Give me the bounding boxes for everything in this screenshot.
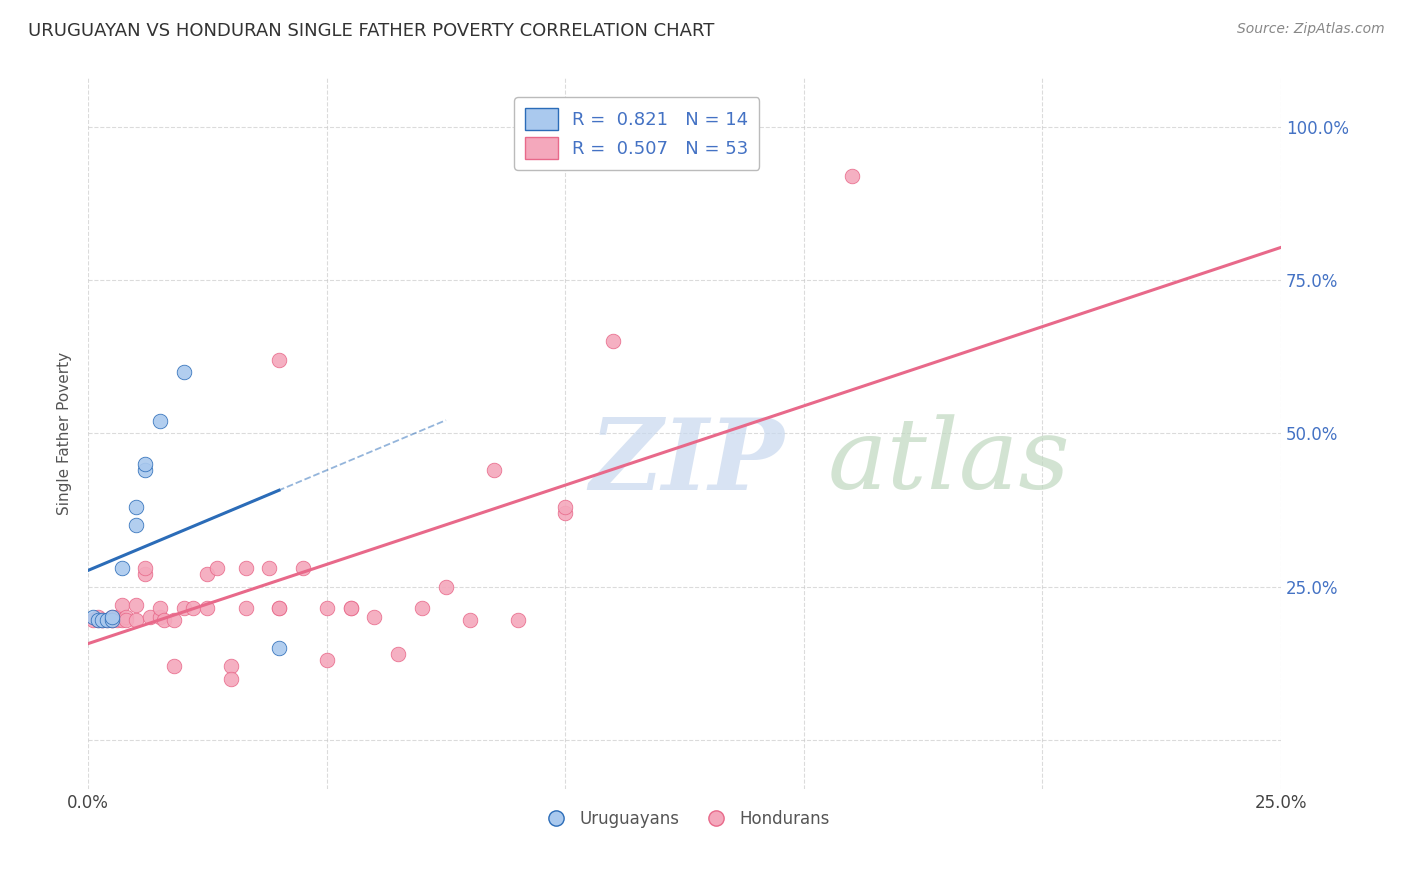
Point [105, 610, 128, 624]
Point [86, 610, 108, 624]
Point [602, 334, 624, 349]
Point [101, 614, 124, 628]
Point [101, 610, 124, 624]
Point [267, 641, 290, 656]
Point [96, 614, 118, 628]
Point [91, 614, 114, 628]
Point [434, 580, 457, 594]
Point [134, 567, 156, 582]
Point [411, 601, 433, 615]
Point [125, 518, 148, 533]
Text: URUGUAYAN VS HONDURAN SINGLE FATHER POVERTY CORRELATION CHART: URUGUAYAN VS HONDURAN SINGLE FATHER POVE… [28, 22, 714, 40]
Point [115, 610, 138, 624]
Point [259, 561, 281, 575]
Point [197, 567, 219, 582]
Point [841, 169, 863, 183]
Point [134, 561, 156, 575]
Point [101, 614, 124, 628]
Point [149, 610, 172, 624]
Point [221, 659, 243, 673]
Point [554, 506, 576, 520]
Point [554, 500, 576, 514]
Point [173, 601, 195, 615]
Point [86, 614, 108, 628]
Point [163, 614, 186, 628]
Point [110, 614, 132, 628]
Text: Source: ZipAtlas.com: Source: ZipAtlas.com [1237, 22, 1385, 37]
Point [149, 601, 172, 615]
Point [163, 659, 186, 673]
Point [339, 601, 361, 615]
Point [205, 561, 228, 575]
Point [101, 610, 124, 624]
Point [482, 463, 505, 477]
Point [315, 601, 337, 615]
Point [105, 614, 128, 628]
Point [86, 614, 108, 628]
Point [235, 561, 257, 575]
Point [153, 614, 176, 628]
Point [181, 601, 204, 615]
Point [291, 561, 314, 575]
Point [134, 457, 156, 471]
Point [197, 601, 219, 615]
Point [267, 601, 290, 615]
Point [110, 561, 132, 575]
Point [458, 614, 481, 628]
Point [125, 598, 148, 612]
Text: atlas: atlas [828, 414, 1070, 509]
Point [125, 614, 148, 628]
Point [149, 414, 172, 428]
Point [267, 352, 290, 367]
Point [82, 614, 104, 628]
Point [101, 614, 124, 628]
Point [363, 610, 385, 624]
Point [506, 614, 529, 628]
Point [173, 365, 195, 379]
Point [235, 601, 257, 615]
Point [91, 614, 114, 628]
Y-axis label: Single Father Poverty: Single Father Poverty [58, 351, 72, 515]
Point [267, 601, 290, 615]
Legend: Uruguayans, Hondurans: Uruguayans, Hondurans [533, 803, 837, 834]
Point [115, 614, 138, 628]
Point [82, 610, 104, 624]
Text: ZIP: ZIP [589, 414, 785, 510]
Point [134, 463, 156, 477]
Point [91, 614, 114, 628]
Point [110, 598, 132, 612]
Point [139, 610, 162, 624]
Point [387, 647, 409, 661]
Point [221, 672, 243, 686]
Point [339, 601, 361, 615]
Point [125, 500, 148, 514]
Point [96, 614, 118, 628]
Point [315, 653, 337, 667]
